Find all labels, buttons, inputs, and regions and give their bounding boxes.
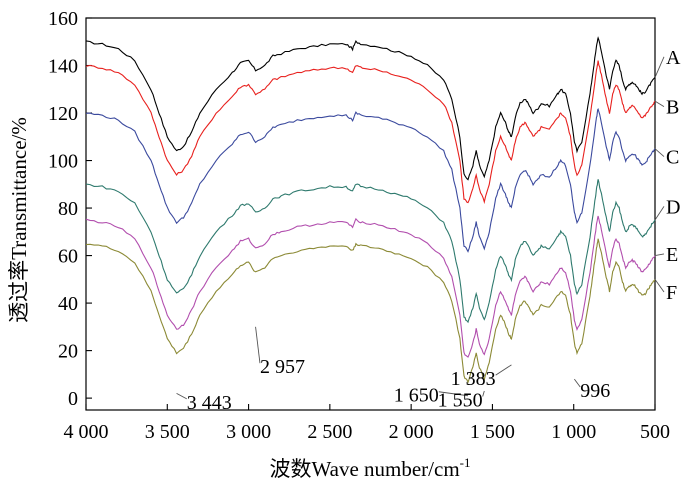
plot-frame	[85, 17, 656, 411]
series-label-d: D	[666, 196, 680, 218]
series-leader-line	[654, 148, 665, 157]
y-tick-label: 40	[58, 293, 78, 315]
series-leader-line	[654, 253, 665, 257]
x-tick-label: 1 000	[551, 421, 596, 443]
x-tick-label: 2 500	[307, 421, 352, 443]
x-axis-label-text: 波数Wave number/cm	[269, 457, 459, 481]
y-tick-label: 0	[68, 388, 78, 410]
annotation-leader	[482, 390, 485, 397]
x-tick-label: 2 000	[389, 421, 434, 443]
series-line-e	[85, 215, 656, 358]
peak-annotation: 3 443	[187, 392, 232, 414]
x-tick-label: 3 000	[226, 421, 271, 443]
x-tick-label: 1 500	[470, 421, 515, 443]
series-labels: A B C D EF	[654, 47, 681, 304]
x-tick-label: 4 000	[64, 421, 109, 443]
y-tick-label: 80	[58, 198, 78, 220]
series-line-f	[85, 238, 656, 384]
series-leader-line	[654, 206, 665, 221]
series-label-c: C	[666, 147, 679, 169]
y-tick-label: 120	[48, 103, 78, 125]
axes: 4 000 3 500 3 000 2 500 2 000 1 500 1 000 500 0 2…	[48, 8, 670, 443]
x-tick-label: 3 500	[145, 421, 190, 443]
y-tick-label: 100	[48, 151, 78, 173]
x-tick-label: 500	[640, 421, 670, 443]
x-axis-label: 波数Wave number/cm-1	[269, 455, 470, 481]
series-line-a	[85, 36, 656, 181]
annotation-leader	[495, 364, 512, 376]
series-line-c	[85, 108, 656, 253]
y-tick-label: 160	[48, 8, 78, 30]
annotation-leader	[176, 392, 188, 400]
annotation-leader	[574, 378, 581, 388]
y-tick-label: 140	[48, 56, 78, 78]
y-axis-label: 透过率Transmittance/%	[7, 117, 31, 323]
series-group	[85, 36, 656, 384]
peak-annotation: 1 550	[438, 389, 483, 411]
series-leader-line	[654, 100, 665, 108]
y-tick-label: 20	[58, 341, 78, 363]
series-label-e: E	[666, 244, 678, 266]
series-label-f: F	[666, 282, 677, 304]
series-label-b: B	[666, 97, 679, 119]
series-leader-line	[654, 56, 665, 78]
x-axis-label-superscript: -1	[460, 455, 471, 470]
annotation-leader	[255, 326, 261, 364]
y-tick-label: 60	[58, 246, 78, 268]
peak-annotation: 996	[580, 380, 610, 402]
peak-annotation: 1 383	[451, 368, 496, 390]
series-label-a: A	[666, 47, 681, 69]
peak-annotation: 1 650	[394, 385, 439, 407]
annotation-leader	[438, 391, 469, 397]
series-leader-line	[654, 279, 665, 293]
series-line-b	[85, 60, 656, 205]
peak-annotation: 2 957	[260, 356, 305, 378]
series-line-d	[85, 179, 656, 324]
